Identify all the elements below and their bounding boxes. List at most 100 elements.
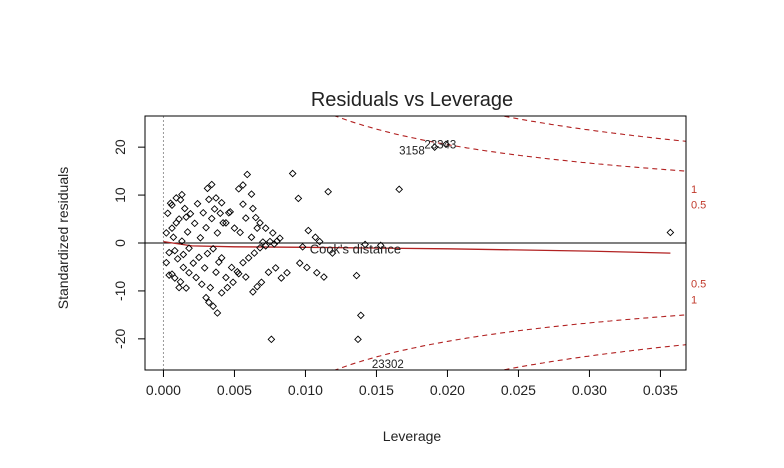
data-point: [276, 234, 284, 243]
data-point: [215, 258, 223, 267]
data-point: [430, 143, 439, 151]
data-point: [352, 271, 361, 280]
data-point: [182, 213, 191, 221]
data-point: [202, 223, 210, 232]
data-point: [241, 273, 250, 281]
data-point: [239, 200, 247, 209]
contour-level-label: 1: [691, 184, 697, 196]
y-tick-label: -20: [112, 329, 128, 349]
data-point: [247, 233, 256, 242]
data-point: [249, 288, 257, 296]
data-point: [222, 219, 230, 227]
data-point: [165, 271, 173, 279]
data-point: [304, 226, 313, 235]
x-axis-label: Leverage: [383, 428, 442, 444]
data-point: [172, 219, 181, 227]
data-point: [266, 237, 274, 246]
data-point: [179, 250, 188, 259]
point-id-label: 23343: [424, 139, 456, 151]
contour-level-label: 1: [691, 295, 697, 307]
data-point: [185, 244, 193, 253]
data-point: [244, 254, 253, 262]
data-point: [168, 201, 176, 209]
data-point: [249, 204, 257, 213]
data-point: [267, 335, 276, 344]
x-tick-label: 0.015: [359, 382, 394, 398]
y-tick-label: 0: [112, 239, 128, 247]
data-point: [197, 280, 206, 289]
x-tick-label: 0.030: [572, 382, 607, 398]
data-point: [227, 263, 236, 272]
data-point: [163, 209, 172, 218]
contour-level-label: 0.5: [691, 200, 706, 212]
data-point: [230, 224, 239, 232]
data-point: [165, 248, 173, 257]
data-point: [268, 229, 277, 237]
data-point: [182, 284, 191, 292]
data-point: [247, 190, 256, 198]
point-id-label: 23302: [372, 359, 404, 371]
data-point: [183, 228, 192, 236]
data-point: [217, 289, 226, 297]
data-point: [324, 187, 333, 196]
data-point: [283, 268, 291, 277]
data-point: [200, 264, 209, 272]
data-point: [294, 194, 303, 203]
cooks-distance-annotation: Cook's distance: [310, 242, 401, 257]
data-point: [170, 274, 179, 282]
data-point: [236, 228, 244, 237]
data-point: [253, 224, 262, 232]
data-point: [261, 224, 270, 232]
data-point: [168, 224, 176, 232]
data-point: [288, 169, 297, 178]
data-point: [195, 253, 203, 262]
data-point: [192, 273, 200, 282]
data-point: [234, 269, 243, 278]
data-point: [251, 213, 260, 222]
data-point: [229, 278, 237, 287]
data-point: [186, 209, 195, 218]
data-point: [666, 228, 675, 237]
data-point: [172, 194, 181, 202]
cooks-contour-line: [180, 314, 687, 371]
data-point: [395, 185, 404, 194]
data-point: [295, 259, 304, 267]
cooks-contour-line: [180, 344, 687, 371]
data-point: [257, 278, 266, 287]
data-point: [315, 237, 324, 246]
data-point: [217, 198, 226, 207]
x-tick-label: 0.010: [288, 382, 323, 398]
y-tick-label: 10: [112, 187, 128, 203]
chart-title: Residuals vs Leverage: [311, 89, 513, 111]
data-point: [253, 282, 262, 291]
data-point: [241, 214, 250, 222]
data-point: [239, 181, 247, 189]
data-point: [178, 190, 186, 199]
data-point: [169, 233, 178, 242]
data-point: [277, 274, 286, 282]
data-point: [361, 240, 369, 249]
data-point: [212, 268, 220, 277]
x-tick-label: 0.020: [430, 382, 465, 398]
data-point: [320, 273, 328, 281]
data-point: [311, 233, 320, 242]
data-points: [162, 140, 675, 344]
plot-frame: [144, 115, 687, 371]
data-point: [185, 268, 193, 277]
data-point: [180, 204, 189, 213]
cooks-contour-line: [180, 115, 687, 142]
data-point: [234, 185, 243, 193]
data-point: [210, 205, 219, 213]
data-point: [203, 184, 212, 193]
data-point: [199, 208, 208, 217]
data-point: [179, 263, 188, 272]
data-point: [212, 194, 220, 202]
data-point: [162, 258, 171, 267]
data-point: [193, 199, 202, 208]
data-point: [202, 293, 210, 302]
data-point: [356, 311, 365, 320]
data-point: [442, 140, 450, 149]
data-point: [206, 283, 215, 292]
